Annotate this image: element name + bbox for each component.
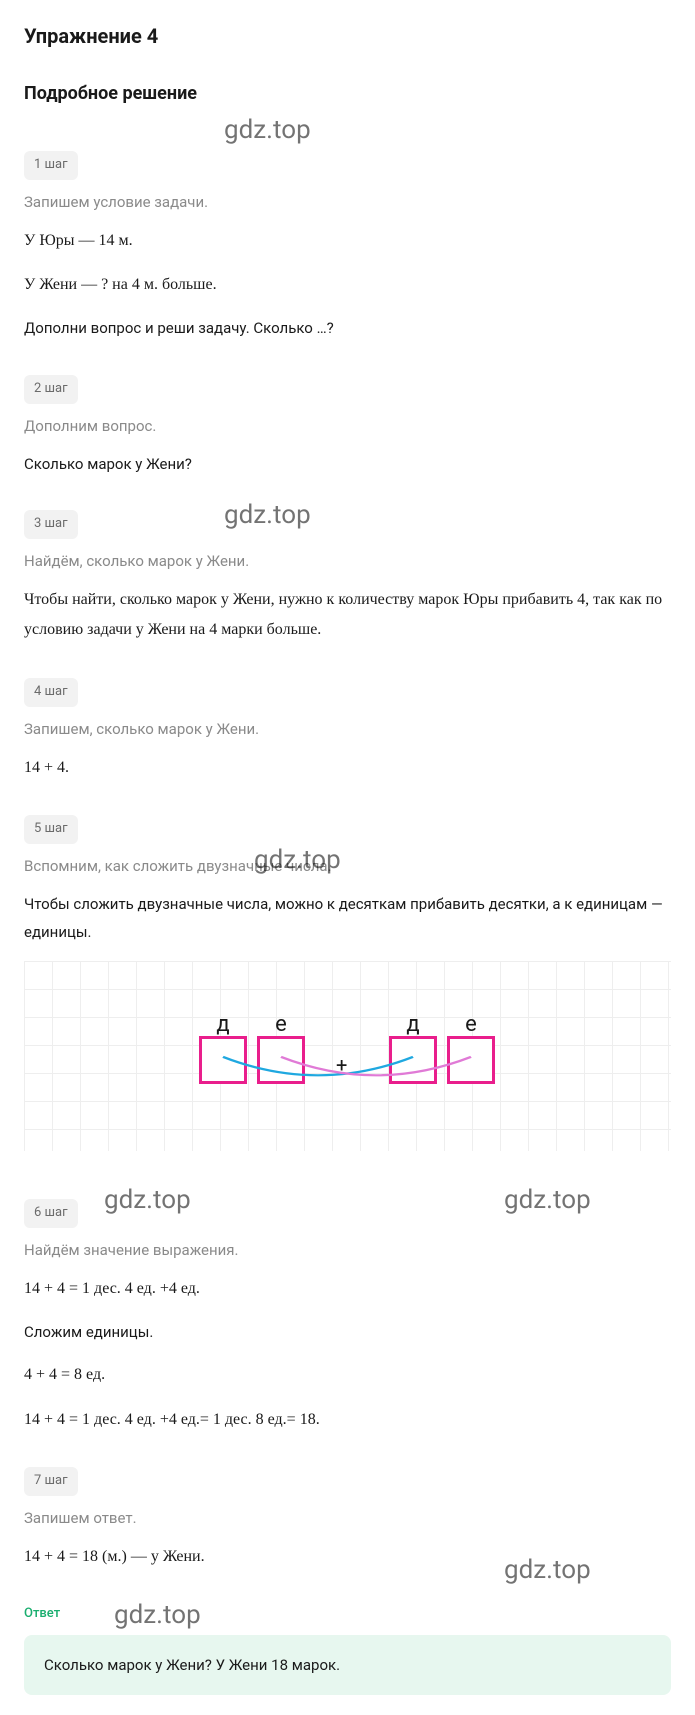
answer-text: Сколько марок у Жени? У Жени 18 марок. [44, 1656, 340, 1674]
step-line: 14 + 4 = 1 дес. 4 ед. +4 ед.= 1 дес. 8 е… [24, 1405, 671, 1435]
step-subtitle: Запишем ответ. [24, 1506, 671, 1530]
watermark-text: gdz.top [114, 1595, 201, 1637]
solution-title: Подробное решение [24, 80, 671, 109]
digit-box-4 [447, 1036, 495, 1084]
step-7: 7 шаг Запишем ответ. 14 + 4 = 18 (м.) — … [24, 1449, 671, 1572]
step-6: 6 шаг Найдём значение выражения. 14 + 4 … [24, 1181, 671, 1435]
digit-box-3 [389, 1036, 437, 1084]
step-subtitle: Дополним вопрос. [24, 414, 671, 438]
step-subtitle: Найдём, сколько марок у Жени. [24, 549, 671, 573]
step-line: 14 + 4 = 18 (м.) — у Жени. [24, 1542, 671, 1572]
step-badge: 2 шаг [24, 375, 78, 404]
answer-box: Сколько марок у Жени? У Жени 18 марок. [24, 1635, 671, 1695]
step-line: Чтобы найти, сколько марок у Жени, нужно… [24, 585, 671, 646]
digit-box-1 [199, 1036, 247, 1084]
step-subtitle: Найдём значение выражения. [24, 1238, 671, 1262]
plus-sign: + [336, 1049, 347, 1081]
arcs-svg [24, 981, 671, 1121]
step-line: Чтобы сложить двузначные числа, можно к … [24, 890, 671, 947]
arc-units [281, 1057, 471, 1075]
step-line: Дополни вопрос и реши задачу. Сколько …? [24, 314, 671, 343]
step-line: 14 + 4 = 1 дес. 4 ед. +4 ед. [24, 1274, 671, 1304]
digit-box-2 [257, 1036, 305, 1084]
step-line: 14 + 4. [24, 753, 671, 783]
step-badge: 6 шаг [24, 1199, 78, 1228]
answer-label: Ответ [24, 1604, 60, 1625]
step-badge: 1 шаг [24, 151, 78, 180]
diagram-inner: д е д е + [24, 981, 671, 1121]
step-badge: 4 шаг [24, 678, 78, 707]
step-4: 4 шаг Запишем, сколько марок у Жени. 14 … [24, 660, 671, 783]
step-2: 2 шаг Дополним вопрос. Сколько марок у Ж… [24, 357, 671, 478]
step-line: 4 + 4 = 8 ед. [24, 1360, 671, 1390]
addition-diagram: д е д е + [24, 961, 671, 1151]
step-badge: 5 шаг [24, 815, 78, 844]
step-badge: 3 шаг [24, 510, 78, 539]
page-container: Упражнение 4 Подробное решение 1 шаг Зап… [24, 20, 671, 1695]
step-badge: 7 шаг [24, 1467, 78, 1496]
step-line: Сколько марок у Жени? [24, 450, 671, 479]
step-1: 1 шаг Запишем условие задачи. У Юры — 14… [24, 133, 671, 343]
exercise-title: Упражнение 4 [24, 20, 671, 52]
step-subtitle: Вспомним, как сложить двузначные числа. [24, 854, 671, 878]
step-subtitle: Запишем, сколько марок у Жени. [24, 717, 671, 741]
step-line: Сложим единицы. [24, 1318, 671, 1347]
step-subtitle: Запишем условие задачи. [24, 190, 671, 214]
step-line: У Жени — ? на 4 м. больше. [24, 270, 671, 300]
step-3: 3 шаг Найдём, сколько марок у Жени. Чтоб… [24, 492, 671, 646]
step-5: 5 шаг Вспомним, как сложить двузначные ч… [24, 797, 671, 947]
step-line: У Юры — 14 м. [24, 226, 671, 256]
arc-tens [223, 1057, 413, 1075]
